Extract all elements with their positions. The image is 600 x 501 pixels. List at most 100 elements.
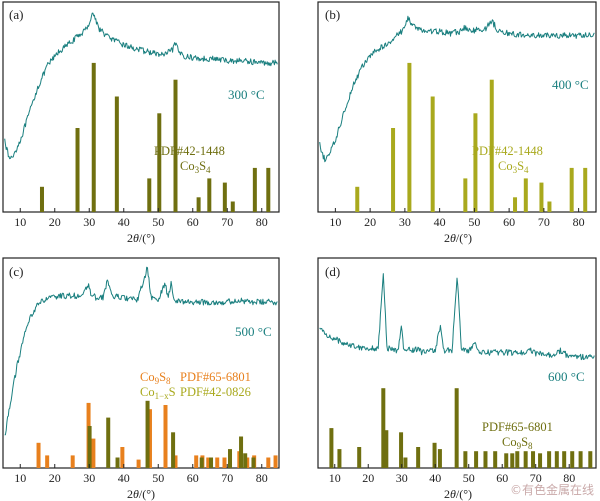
- panel-d-tick-label: 50: [463, 471, 475, 485]
- panel-d-tick-label: 80: [563, 471, 575, 485]
- panel-c-xrd-curve: [4, 266, 278, 436]
- panel-d-peak-bar: [504, 453, 509, 468]
- panel-d-x-axis-title: 2θ/(°): [444, 487, 472, 501]
- panel-c-peak-bar: [120, 447, 125, 468]
- panel-c-x-ticks: 10 20 30 40 50 60 70 80: [14, 464, 268, 485]
- panel-b-pdf-code: PDF#42-1448: [472, 144, 543, 158]
- panel-a-phase-formula: Co3S4: [180, 159, 211, 175]
- panel-a-temperature: 300 °C: [228, 87, 265, 102]
- panel-a-tick-label: 20: [49, 215, 61, 229]
- panel-b-peak-bar: [430, 96, 435, 212]
- panel-c-peak-bar: [245, 457, 250, 468]
- panel-a-tick-label: 30: [83, 215, 95, 229]
- panel-a-peak-bar: [230, 201, 235, 212]
- panel-b-peak-bar: [489, 79, 494, 212]
- panel-d-peak-bar: [399, 432, 404, 468]
- panel-c-peak-bar: [106, 417, 111, 468]
- panel-c-peak-bar: [206, 457, 211, 468]
- panel-b-peak-bar: [473, 113, 478, 212]
- panel-d-peak-bar: [403, 457, 408, 468]
- panel-c-x-axis-title: 2θ/(°): [127, 487, 155, 501]
- panel-d-tick-label: 70: [530, 471, 542, 485]
- panel-d-label: (d): [325, 264, 340, 279]
- panel-c-peak-bar: [194, 455, 199, 468]
- panel-d-peak-bar: [510, 453, 515, 468]
- panel-b-peak-bar: [569, 167, 574, 212]
- panel-d-tick-label: 40: [429, 471, 441, 485]
- panel-b-tick-label: 80: [573, 215, 585, 229]
- panel-d-reference-peaks: [329, 388, 593, 468]
- panel-c-peak-bar: [251, 457, 256, 468]
- panel-c-tick-label: 20: [49, 471, 61, 485]
- panel-d-peak-bar: [474, 451, 479, 468]
- panel-c-peak-bar: [239, 436, 244, 468]
- panel-b-peak-bar: [391, 128, 396, 212]
- panel-a-tick-label: 10: [14, 215, 26, 229]
- panel-c-legend-co9s8: Co9S8: [140, 370, 171, 386]
- panel-b-tick-label: 20: [364, 215, 376, 229]
- panel-c-peak-bar: [115, 457, 120, 468]
- panel-a-reference-peaks: [39, 62, 271, 213]
- panel-c-peak-bar: [145, 400, 150, 468]
- panel-d-peak-bar: [588, 451, 593, 468]
- panel-d-peak-bar: [538, 453, 543, 468]
- panel-a-peak-bar: [266, 167, 271, 212]
- panel-d-peak-bar: [454, 388, 459, 468]
- panel-d-peak-bar: [554, 451, 559, 468]
- panel-c-peak-bar: [36, 442, 41, 468]
- panel-d-temperature: 600 °C: [548, 369, 585, 384]
- panel-c-peak-bar: [209, 457, 214, 468]
- panel-d-tick-label: 60: [496, 471, 508, 485]
- panel-a-tick-label: 60: [187, 215, 199, 229]
- panel-c-label: (c): [9, 264, 23, 279]
- panel-a-peak-bar: [91, 62, 96, 213]
- panel-c-tick-label: 60: [187, 471, 199, 485]
- panel-c-legend-co1xs-code: PDF#42-0826: [180, 385, 251, 399]
- panel-a-tick-label: 80: [256, 215, 268, 229]
- panel-b-peak-bar: [355, 186, 360, 212]
- panel-c-tick-label: 50: [152, 471, 164, 485]
- panel-b-tick-label: 30: [399, 215, 411, 229]
- panel-d-tick-label: 20: [362, 471, 374, 485]
- panel-c: 10 20 30 40 50 60 70 80 (c) 500 °C Co9S8 PDF#65…: [2, 257, 280, 501]
- panel-d-peak-bar: [523, 451, 528, 468]
- panel-d-peak-bar: [416, 447, 421, 468]
- panel-b-xrd-curve: [319, 15, 595, 163]
- panel-c-peak-bar: [163, 405, 168, 468]
- panel-c-temperature: 500 °C: [235, 324, 272, 339]
- panel-a-peak-bar: [114, 96, 119, 212]
- panel-b-peak-bar: [583, 167, 588, 212]
- panel-c-peak-bar: [136, 459, 141, 468]
- panel-b-frame: [317, 1, 597, 213]
- panel-a-peak-bar: [157, 113, 162, 212]
- panel-c-tick-label: 70: [221, 471, 233, 485]
- panel-b-peak-bar: [523, 178, 528, 212]
- panel-b-temperature: 400 °C: [552, 77, 589, 92]
- panel-c-tick-label: 40: [118, 471, 130, 485]
- panel-a-peak-bar: [196, 197, 201, 212]
- panel-a-peak-bar: [207, 178, 212, 212]
- panel-b-tick-label: 10: [329, 215, 341, 229]
- panel-d-peak-bar: [432, 442, 437, 468]
- panel-a: 10 20 30 40 50 60 70 80 (a) 300 °C PDF#42-1448 …: [2, 1, 280, 245]
- panel-a-tick-label: 40: [118, 215, 130, 229]
- panel-d-tick-label: 10: [329, 471, 341, 485]
- panel-c-legend-co9s8-code: PDF#65-6801: [180, 370, 251, 384]
- panel-c-tick-label: 80: [256, 471, 268, 485]
- panel-c-peak-bar: [87, 426, 92, 468]
- panel-d-xrd-curve-group: [319, 273, 595, 361]
- panel-d-peak-bar: [578, 451, 583, 468]
- panel-b-tick-label: 40: [434, 215, 446, 229]
- panel-c-reference-peaks: [36, 400, 278, 468]
- panel-d-peak-bar: [515, 451, 520, 468]
- panel-a-x-axis-title: 2θ/(°): [127, 231, 155, 245]
- panel-b: 10 20 30 40 50 60 70 80 (b) 400 °C PDF#42-1448 …: [317, 1, 597, 245]
- panel-a-peak-bar: [222, 182, 227, 212]
- panel-c-legend-co1xs: Co1−xS: [140, 385, 176, 401]
- panel-b-reference-peaks: [355, 62, 588, 213]
- panel-a-peak-bar: [252, 167, 257, 212]
- panel-b-x-ticks: 10 20 30 40 50 60 70 80: [329, 208, 585, 229]
- panel-c-peak-bar: [171, 432, 176, 468]
- panel-a-tick-label: 70: [221, 215, 233, 229]
